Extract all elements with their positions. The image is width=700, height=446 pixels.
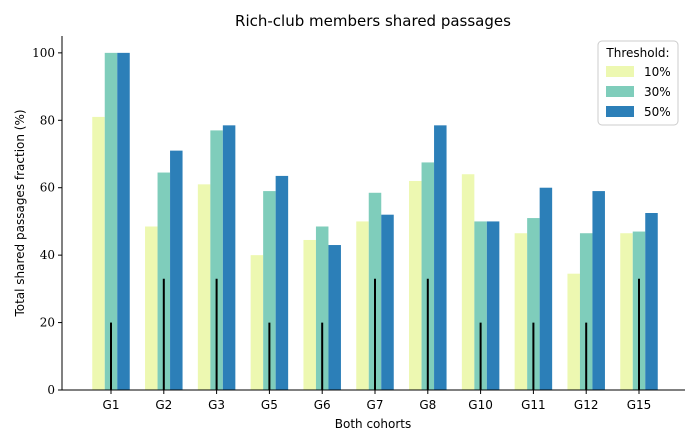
legend-label-10pct: 10%	[644, 65, 671, 79]
x-tick-label: G12	[574, 398, 599, 412]
bar-g12-30pct	[579, 233, 593, 390]
bar-g15-10pct	[620, 233, 633, 390]
bar-g11-50pct	[539, 187, 553, 390]
x-tick-label: G6	[314, 398, 331, 412]
x-tick-label: G11	[521, 398, 546, 412]
legend: Threshold: 10% 30% 50%	[597, 40, 679, 126]
axes	[61, 36, 685, 391]
bar-g3-30pct	[210, 130, 223, 390]
bar-g6-10pct	[303, 239, 316, 390]
legend-swatch-50pct	[606, 106, 634, 117]
x-tick-label: G3	[208, 398, 225, 412]
bar-g2-50pct	[170, 150, 183, 390]
bar-g2-10pct	[145, 226, 158, 390]
bar-g11-30pct	[527, 218, 540, 390]
legend-items: 10% 30% 50%	[606, 65, 671, 119]
y-axis-label: Total shared passages fraction (%)	[13, 109, 27, 317]
legend-label-50pct: 50%	[644, 105, 671, 119]
bar-g7-50pct	[381, 214, 394, 390]
x-axis-label: Both cohorts	[335, 417, 411, 431]
x-tick-label: G1	[103, 398, 120, 412]
bar-g15-50pct	[645, 213, 658, 390]
markers-layer	[110, 278, 640, 390]
y-tick-label: 80	[40, 113, 55, 127]
x-tick-label: G8	[419, 398, 436, 412]
y-tick-label: 100	[32, 46, 55, 60]
y-tick-label: 60	[40, 181, 55, 195]
y-tick-label: 40	[40, 248, 55, 262]
bar-g5-30pct	[263, 191, 276, 390]
legend-frame	[597, 40, 679, 126]
legend-label-30pct: 30%	[644, 85, 671, 99]
bar-g5-10pct	[250, 255, 264, 390]
y-tick-label: 20	[40, 316, 55, 330]
bar-g12-50pct	[592, 191, 605, 390]
bar-g10-50pct	[486, 221, 500, 390]
x-tick-label: G7	[367, 398, 384, 412]
bar-g8-10pct	[409, 180, 422, 390]
bar-g11-10pct	[514, 233, 528, 390]
bar-g8-30pct	[421, 162, 435, 390]
y-ticks: 0 20 40 60 80 100	[32, 46, 62, 397]
legend-title: Threshold:	[605, 46, 669, 60]
x-tick-label: G2	[155, 398, 172, 412]
bars-layer	[92, 52, 658, 391]
bar-g1-50pct	[117, 52, 130, 391]
bar-g6-30pct	[315, 226, 329, 390]
bar-g1-30pct	[104, 52, 118, 391]
bar-g12-10pct	[567, 273, 580, 390]
chart-title: Rich-club members shared passages	[235, 12, 511, 30]
bar-g5-50pct	[275, 175, 289, 390]
bar-g3-10pct	[197, 184, 211, 390]
x-tick-label: G5	[261, 398, 278, 412]
legend-swatch-30pct	[606, 86, 634, 97]
legend-swatch-10pct	[606, 66, 634, 77]
x-tick-label: G10	[468, 398, 493, 412]
bar-g7-10pct	[356, 221, 369, 390]
x-tick-label: G15	[627, 398, 652, 412]
bar-g6-50pct	[328, 245, 341, 390]
bar-g10-30pct	[474, 221, 487, 390]
x-ticks: G1 G2 G3 G5 G6 G7 G8 G10 G11 G12 G15	[103, 390, 652, 412]
y-tick-label: 0	[47, 383, 55, 397]
bar-g1-10pct	[92, 116, 105, 390]
bar-g3-50pct	[222, 125, 236, 390]
bar-g10-10pct	[461, 174, 475, 390]
bar-g8-50pct	[434, 125, 447, 390]
